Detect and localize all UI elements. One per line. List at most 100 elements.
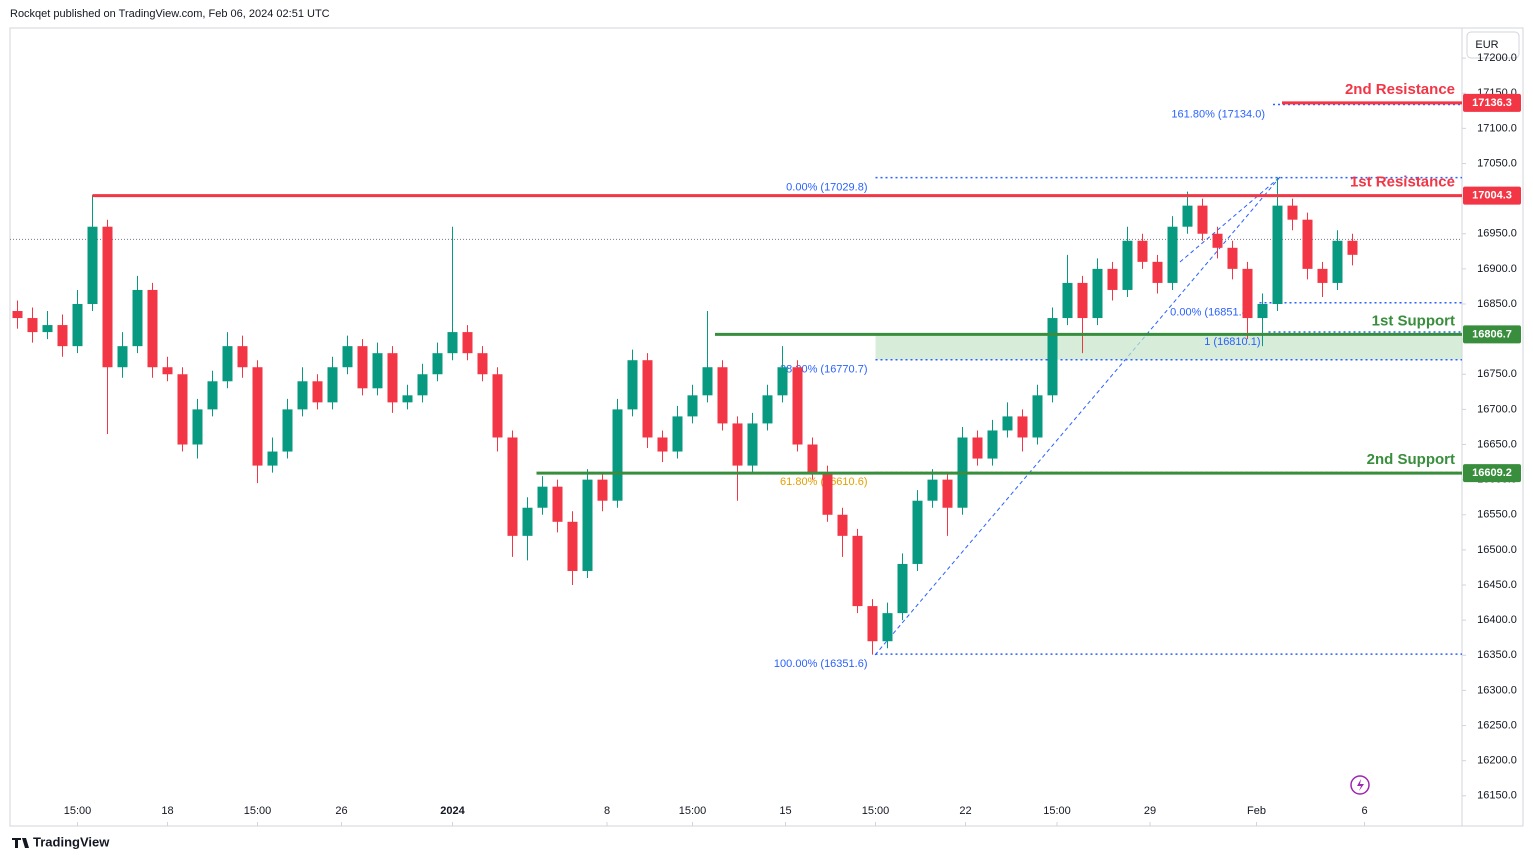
candle bbox=[687, 384, 698, 424]
candle bbox=[207, 370, 218, 417]
price-tag bbox=[1463, 186, 1521, 205]
candle-body bbox=[1197, 205, 1208, 234]
candle-body bbox=[1122, 240, 1133, 290]
logo-icon bbox=[12, 838, 29, 848]
candle-body bbox=[627, 360, 638, 410]
candle bbox=[477, 346, 488, 382]
y-tick-label: 16300.0 bbox=[1477, 684, 1517, 696]
candle-body bbox=[582, 479, 593, 571]
y-tick-label: 16350.0 bbox=[1477, 649, 1517, 661]
candle-body bbox=[372, 353, 383, 389]
candle-body bbox=[57, 325, 68, 347]
support-zone bbox=[875, 334, 1462, 360]
x-tick-label: 15 bbox=[779, 805, 791, 817]
candle-body bbox=[762, 395, 773, 424]
price-tag bbox=[1463, 93, 1521, 112]
candle bbox=[432, 342, 443, 382]
candle bbox=[102, 219, 113, 434]
y-tick-label: 16750.0 bbox=[1477, 368, 1517, 380]
x-tick-label: 15:00 bbox=[862, 805, 890, 817]
x-tick-label: Feb bbox=[1247, 805, 1266, 817]
candle bbox=[177, 367, 188, 452]
y-tick-label: 17200.0 bbox=[1477, 52, 1517, 64]
price-tag-label: 17136.3 bbox=[1472, 97, 1512, 109]
candle bbox=[972, 430, 983, 466]
candle-body bbox=[1152, 261, 1163, 283]
candle-body bbox=[192, 409, 203, 445]
candle bbox=[357, 339, 368, 396]
candle-body bbox=[732, 423, 743, 466]
candle-body bbox=[462, 332, 473, 354]
candle bbox=[1077, 275, 1088, 354]
candle bbox=[747, 412, 758, 473]
candle-body bbox=[12, 311, 23, 319]
candle bbox=[72, 289, 83, 354]
candle bbox=[537, 476, 548, 515]
x-tick-label: 15:00 bbox=[244, 805, 272, 817]
y-tick-label: 16450.0 bbox=[1477, 579, 1517, 591]
candle-body bbox=[27, 318, 38, 333]
candle-body bbox=[672, 416, 683, 452]
candle bbox=[387, 346, 398, 413]
candle-body bbox=[177, 374, 188, 445]
x-tick-label: 15:00 bbox=[1043, 805, 1071, 817]
candle-body bbox=[1107, 268, 1118, 290]
candle bbox=[237, 335, 248, 378]
candle bbox=[1122, 226, 1133, 297]
y-tick-label: 17100.0 bbox=[1477, 122, 1517, 134]
currency-button[interactable] bbox=[1466, 31, 1520, 59]
candle bbox=[462, 325, 473, 361]
candle bbox=[1317, 261, 1328, 297]
candle bbox=[402, 384, 413, 410]
candle-body bbox=[447, 332, 458, 354]
candle-body bbox=[1182, 205, 1193, 227]
candle bbox=[1152, 254, 1163, 294]
candle bbox=[627, 349, 638, 417]
currency: EUR bbox=[1475, 39, 1498, 51]
x-tick-label: 15:00 bbox=[64, 805, 92, 817]
candle-body bbox=[687, 395, 698, 417]
candle-body bbox=[1017, 416, 1028, 438]
candle-body bbox=[207, 381, 218, 410]
alert-icon[interactable] bbox=[1350, 775, 1370, 795]
candle-body bbox=[387, 353, 398, 403]
x-tick-label: 22 bbox=[959, 805, 971, 817]
candle-body bbox=[1062, 282, 1073, 319]
y-tick-label: 16650.0 bbox=[1477, 438, 1517, 450]
candle-body bbox=[1257, 303, 1268, 319]
fib-label: 0.00% (17029.8) bbox=[786, 182, 867, 194]
y-tick-label: 16400.0 bbox=[1477, 614, 1517, 626]
fib-label: 1 (16810.1) bbox=[1204, 336, 1260, 348]
candle-body bbox=[882, 613, 893, 642]
candle bbox=[672, 405, 683, 459]
candle-body bbox=[102, 226, 113, 368]
candle bbox=[1212, 226, 1223, 259]
candle bbox=[1287, 198, 1298, 231]
candle-body bbox=[597, 479, 608, 501]
candle bbox=[1242, 261, 1253, 340]
candle bbox=[267, 437, 278, 473]
alert-icon-bolt bbox=[1357, 779, 1364, 791]
y-tick-label: 16500.0 bbox=[1477, 544, 1517, 556]
candle-body bbox=[927, 479, 938, 501]
candle-body bbox=[132, 289, 143, 347]
candle-body bbox=[612, 409, 623, 501]
x-tick-label: 26 bbox=[335, 805, 347, 817]
candle-body bbox=[552, 486, 563, 522]
candle-body bbox=[792, 367, 803, 445]
candle bbox=[1347, 233, 1358, 266]
candle bbox=[447, 226, 458, 361]
y-tick-label: 16700.0 bbox=[1477, 403, 1517, 415]
candle bbox=[1332, 230, 1343, 290]
candle bbox=[927, 469, 938, 508]
candle-body bbox=[1167, 226, 1178, 283]
candle bbox=[117, 332, 128, 378]
candle-body bbox=[1032, 395, 1043, 438]
candle-body bbox=[1227, 247, 1238, 269]
candle bbox=[507, 430, 518, 557]
candle-body bbox=[222, 346, 233, 382]
candle bbox=[1062, 254, 1073, 326]
candle-body bbox=[1272, 205, 1283, 304]
candle-body bbox=[87, 226, 98, 304]
candle bbox=[897, 553, 908, 621]
